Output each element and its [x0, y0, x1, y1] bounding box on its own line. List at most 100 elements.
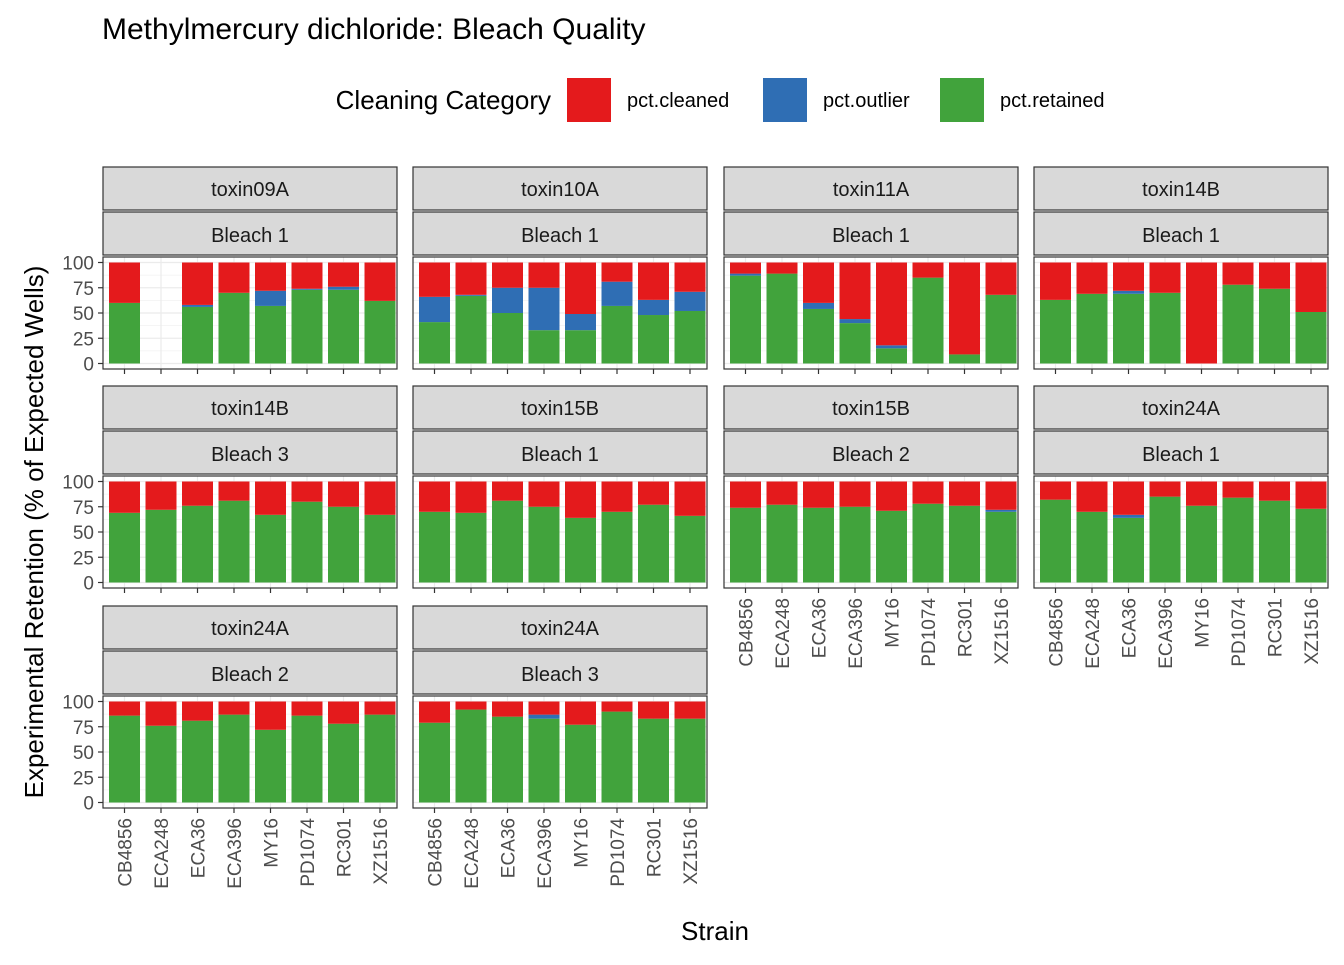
bar-cleaned [455, 701, 487, 710]
bar-retained [419, 722, 450, 803]
bar-retained [1040, 299, 1071, 364]
bar-cleaned [492, 481, 523, 501]
bar-stack-ECA248 [455, 701, 487, 803]
x-tick-label: MY16 [572, 818, 593, 868]
bar-cleaned [1040, 481, 1071, 500]
y-tick-label: 50 [73, 304, 94, 325]
bar-outlier [528, 287, 560, 331]
bar-retained [638, 504, 669, 583]
bar-stack-PD1074 [912, 481, 944, 583]
facet-strip-bleach [723, 430, 1019, 475]
bar-stack-XZ1516 [985, 481, 1017, 583]
facet-strip-plate-label: toxin15B [521, 398, 599, 420]
x-tick-label: ECA396 [1156, 598, 1177, 669]
bar-cleaned [492, 262, 523, 288]
bar-retained [1295, 311, 1327, 364]
bar-cleaned [803, 481, 834, 508]
facet-panel: toxin11A Bleach 1 [723, 166, 1019, 374]
facet-strip-plate [102, 605, 398, 650]
bar-stack-ECA36 [182, 481, 213, 583]
bar-retained [255, 514, 286, 583]
bar-retained [528, 718, 560, 803]
x-tick-label: XZ1516 [371, 818, 392, 885]
chart-title: Methylmercury dichloride: Bleach Quality [102, 13, 646, 46]
panel-border [412, 256, 708, 370]
y-tick-label: 75 [73, 718, 94, 739]
facet-panel: toxin24A Bleach 2 0 25 50 75 100 CB4856 ECA248 EC… [62, 605, 398, 889]
bar-stack-PD1074 [291, 481, 323, 583]
x-tick-label: PD1074 [1229, 598, 1250, 667]
bar-cleaned [455, 262, 487, 295]
bar-retained [328, 506, 359, 583]
x-tick-label: ECA248 [462, 818, 483, 889]
facet-panel: toxin10A Bleach 1 [412, 166, 708, 374]
y-axis-label: Experimental Retention (% of Expected We… [19, 266, 49, 799]
bar-cleaned [565, 701, 596, 725]
bar-retained [218, 292, 250, 364]
y-tick-label: 75 [73, 279, 94, 300]
bar-cleaned [291, 701, 323, 716]
y-tick-label: 0 [83, 794, 94, 815]
bar-retained [601, 711, 633, 803]
facet-panel: toxin14B Bleach 1 [1033, 166, 1329, 374]
bar-retained [182, 720, 213, 803]
facet-strip-bleach-label: Bleach 2 [832, 444, 910, 466]
bar-cleaned [328, 701, 359, 724]
bar-cleaned [766, 481, 798, 505]
bar-stack-XZ1516 [1295, 481, 1327, 583]
bar-cleaned [565, 481, 596, 518]
facet-strip-plate-label: toxin24A [211, 618, 289, 640]
bar-retained [565, 517, 596, 583]
bar-stack-MY16 [876, 481, 907, 583]
bar-stack-XZ1516 [364, 481, 396, 583]
bar-stack-PD1074 [912, 262, 944, 364]
x-axis-label: Strain [681, 916, 749, 946]
facet-strip-bleach [102, 211, 398, 256]
x-tick-label: RC301 [1266, 598, 1287, 657]
panel-border [1033, 256, 1329, 370]
bar-stack-ECA396 [218, 701, 250, 803]
y-tick-label: 100 [62, 473, 94, 494]
bar-stack-XZ1516 [364, 262, 396, 364]
bar-outlier [528, 714, 560, 719]
bar-stack-CB4856 [109, 701, 140, 803]
bar-cleaned [419, 481, 450, 512]
bar-stack-CB4856 [109, 262, 140, 364]
bar-retained [1259, 500, 1290, 583]
x-tick-label: MY16 [1193, 598, 1214, 648]
bar-retained [1149, 496, 1181, 583]
bar-outlier [839, 319, 871, 324]
bar-cleaned [1259, 481, 1290, 501]
bar-retained [1295, 508, 1327, 583]
bar-cleaned [912, 481, 944, 504]
bar-cleaned [528, 701, 560, 715]
bar-retained [730, 507, 761, 583]
bar-stack-CB4856 [1040, 262, 1071, 364]
bar-outlier [601, 281, 633, 306]
x-tick-label: ECA396 [846, 598, 867, 669]
y-tick-label: 25 [73, 329, 94, 350]
panel-border [723, 475, 1019, 589]
bar-cleaned [255, 262, 286, 291]
bar-stack-PD1074 [291, 701, 323, 803]
bar-cleaned [1295, 262, 1327, 312]
bar-cleaned [674, 701, 706, 719]
bar-cleaned [1113, 481, 1144, 515]
legend-label-pct-outlier: pct.outlier [823, 90, 910, 112]
bar-retained [492, 500, 523, 583]
x-tick-label: ECA248 [1083, 598, 1104, 669]
facet-strip-bleach-label: Bleach 1 [832, 225, 910, 247]
bar-stack-ECA248 [145, 701, 177, 803]
bar-retained [876, 348, 907, 364]
facet-strip-plate-label: toxin11A [833, 179, 910, 201]
bar-cleaned [364, 262, 396, 301]
x-tick-label: ECA36 [499, 818, 520, 878]
facet-strip-bleach [412, 430, 708, 475]
bar-cleaned [145, 701, 177, 726]
facet-strip-plate [102, 385, 398, 430]
x-tick-label: CB4856 [737, 598, 758, 667]
bar-cleaned [328, 481, 359, 507]
bar-stack-ECA396 [839, 262, 871, 364]
bar-retained [949, 505, 980, 583]
x-tick-label: ECA396 [535, 818, 556, 889]
